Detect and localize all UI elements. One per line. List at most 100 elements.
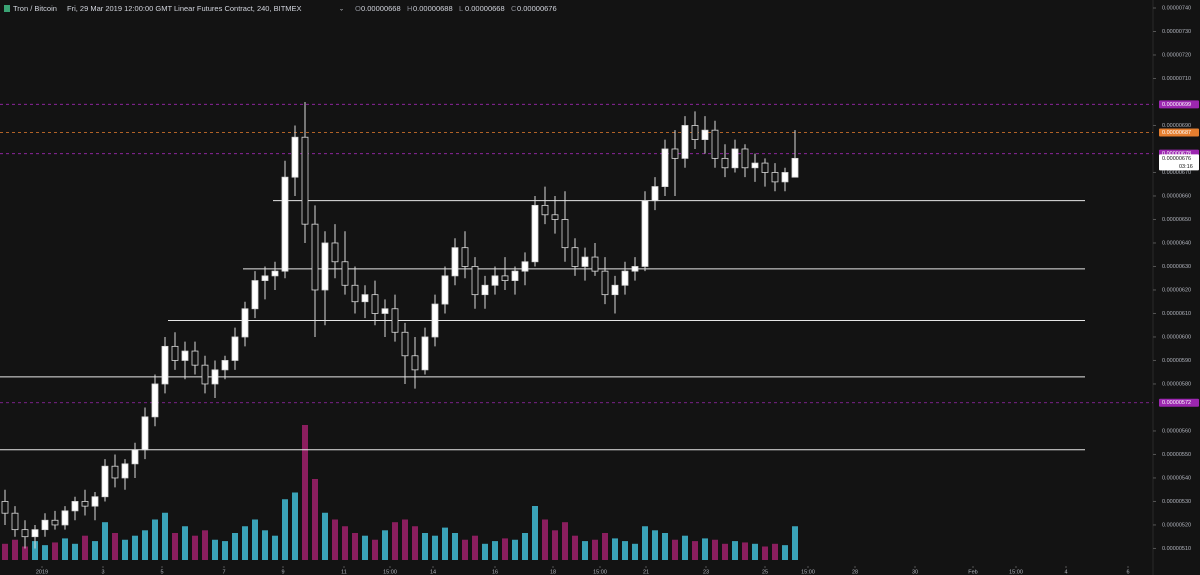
candle-body	[531, 204, 539, 263]
y-tick-label: 0.00000720	[1162, 52, 1191, 58]
volume-bar	[242, 526, 248, 560]
candle-body	[451, 247, 459, 277]
candle-body	[231, 336, 239, 361]
x-tick-label: 18	[550, 569, 556, 575]
x-tick-label: 9	[281, 569, 284, 575]
ohlc-value: 0.00000668	[361, 4, 401, 13]
level-label: 0.00000699	[1162, 102, 1191, 108]
volume-bar	[752, 543, 758, 560]
y-tick-label: 0.00000630	[1162, 264, 1191, 270]
x-tick-label: 15:00	[383, 569, 397, 575]
countdown: 03:16	[1179, 164, 1193, 170]
candle-body	[511, 270, 519, 281]
volume-bar	[652, 530, 658, 560]
x-tick-label: 14	[430, 569, 436, 575]
volume-bar	[172, 533, 178, 560]
candle-body	[11, 512, 19, 531]
candle-body	[611, 284, 619, 296]
volume-bar	[582, 541, 588, 560]
volume-bar	[442, 527, 448, 560]
volume-bar	[662, 533, 668, 560]
ohlc-value: 0.00000676	[517, 4, 557, 13]
candle-body	[581, 256, 589, 267]
volume-bar	[342, 526, 348, 560]
candle-body	[271, 270, 279, 277]
level-badge	[1159, 128, 1199, 137]
volume-bar	[782, 545, 788, 560]
volume-bar	[42, 545, 48, 560]
y-tick-label: 0.00000740	[1162, 5, 1191, 11]
level-label: 0.00000572	[1162, 400, 1191, 406]
volume-bar	[272, 535, 278, 560]
volume-bar	[482, 543, 488, 560]
candle-body	[661, 148, 669, 187]
x-tick-label: 15:00	[1009, 569, 1023, 575]
volume-bar	[612, 538, 618, 560]
candle-body	[501, 275, 509, 281]
volume-bar	[452, 533, 458, 560]
volume-bar	[102, 522, 108, 560]
candle-body	[241, 308, 249, 338]
volume-bar	[162, 512, 168, 560]
y-tick-label: 0.00000640	[1162, 240, 1191, 246]
candle-body	[41, 519, 49, 531]
volume-bar	[232, 533, 238, 560]
candle-body	[771, 172, 779, 183]
candle-body	[691, 125, 699, 140]
candle-body	[401, 331, 409, 357]
candle-body	[751, 162, 759, 169]
volume-bar	[462, 539, 468, 560]
volume-bar	[382, 530, 388, 560]
volume-bar	[252, 519, 258, 560]
volume-bar	[322, 512, 328, 560]
x-tick-label: 30	[912, 569, 918, 575]
candle-body	[561, 219, 569, 249]
candle-body	[791, 157, 799, 178]
x-tick-label: 15:00	[801, 569, 815, 575]
symbol-icon	[4, 5, 10, 12]
volume-bar	[192, 535, 198, 560]
volume-bar	[412, 526, 418, 560]
volume-bar	[212, 539, 218, 560]
candle-body	[481, 284, 489, 296]
candle-body	[161, 345, 169, 385]
candle-body	[731, 148, 739, 169]
candle-body	[571, 247, 579, 267]
volume-bar	[282, 499, 288, 560]
candle-body	[171, 345, 179, 361]
volume-layer	[2, 425, 798, 560]
volume-bar	[142, 530, 148, 560]
volume-bar	[592, 539, 598, 560]
volume-bar	[362, 535, 368, 560]
volume-bar	[2, 543, 8, 560]
x-tick-label: 3	[101, 569, 104, 575]
x-tick-label: Feb	[968, 569, 977, 575]
y-tick-label: 0.00000710	[1162, 76, 1191, 82]
x-tick-label: 28	[852, 569, 858, 575]
volume-bar	[22, 546, 28, 560]
candle-body	[321, 242, 329, 291]
x-tick-label: 15:00	[593, 569, 607, 575]
candle-body	[651, 186, 659, 202]
volume-bar	[572, 535, 578, 560]
candle-body	[131, 449, 139, 465]
candle-body	[671, 148, 679, 159]
x-tick-label: 21	[643, 569, 649, 575]
y-tick-label: 0.00000650	[1162, 217, 1191, 223]
candle-body	[601, 270, 609, 296]
candle-body	[391, 308, 399, 333]
candle-body	[101, 465, 109, 498]
volume-bar	[622, 541, 628, 560]
symbol-info: Fri, 29 Mar 2019 12:00:00 GMT Linear Fut…	[67, 4, 302, 13]
x-tick-label: 7	[222, 569, 225, 575]
volume-bar	[642, 526, 648, 560]
volume-bar	[682, 535, 688, 560]
volume-bar	[332, 519, 338, 560]
y-tick-label: 0.00000530	[1162, 499, 1191, 505]
candle-body	[291, 136, 299, 178]
volume-bar	[92, 541, 98, 560]
volume-bar	[762, 546, 768, 560]
menu-caret[interactable]: ⌄	[339, 7, 344, 13]
candle-body	[151, 383, 159, 418]
candle-body	[351, 284, 359, 303]
